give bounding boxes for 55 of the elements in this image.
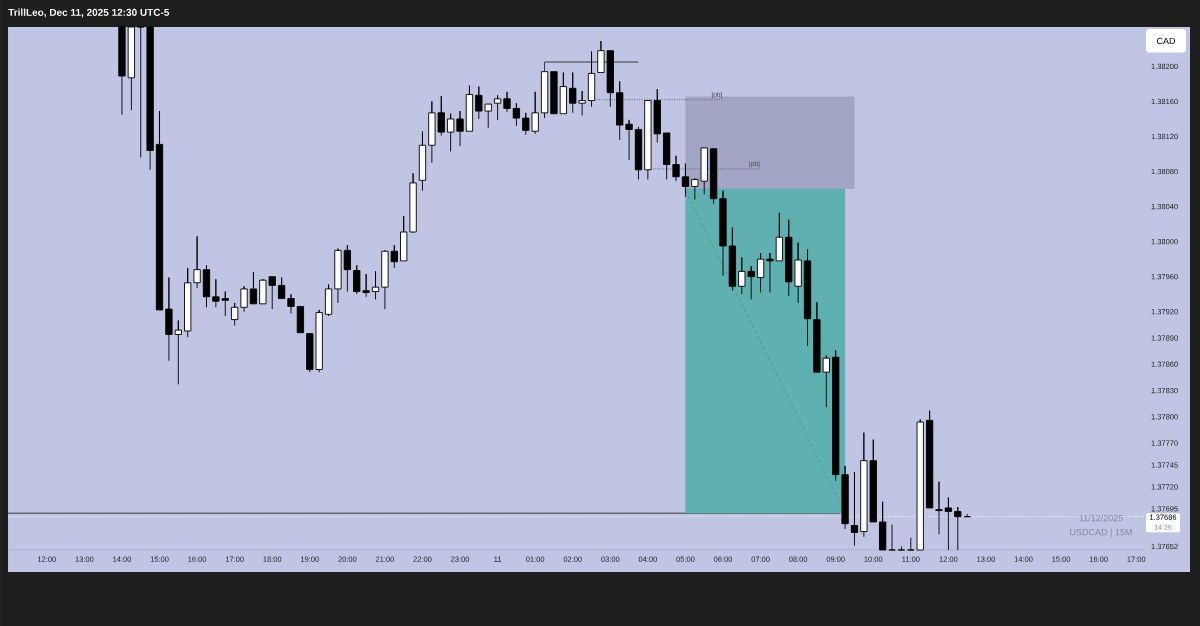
candlestick [512, 102, 521, 127]
candlestick [634, 126, 643, 180]
candlestick [935, 481, 943, 535]
candlestick [418, 130, 427, 192]
candlestick [324, 284, 333, 317]
candlestick [756, 252, 765, 293]
candlestick [465, 85, 474, 132]
candlestick [287, 293, 295, 314]
candlestick [240, 285, 248, 313]
candlestick [155, 110, 164, 311]
candlestick [728, 227, 737, 292]
candlestick [663, 132, 671, 180]
candlestick [540, 71, 549, 119]
candlestick [587, 51, 596, 108]
candlestick [447, 113, 455, 152]
candlestick [709, 148, 718, 205]
candlestick [202, 264, 211, 308]
candlestick [137, 26, 145, 158]
candlestick [127, 26, 135, 111]
annotation: USDCAD | 15M [1070, 528, 1132, 538]
candlestick [277, 277, 286, 300]
candlestick [296, 306, 305, 334]
candlestick [879, 501, 887, 551]
candlestick [334, 248, 342, 304]
candlestick [888, 524, 896, 551]
candlestick [409, 172, 417, 234]
candlestick [944, 496, 953, 551]
candlestick [897, 546, 906, 551]
candlestick [907, 537, 915, 551]
candlestick [719, 190, 727, 277]
candlestick [850, 471, 859, 547]
candlestick [193, 235, 201, 289]
candlestick [118, 26, 126, 116]
candlestick [146, 26, 154, 171]
candlestick [775, 212, 783, 262]
candlestick [766, 252, 774, 293]
candlestick [343, 244, 351, 292]
annotation: 11/12/2025 [1079, 514, 1123, 522]
candlestick [550, 71, 558, 115]
candlestick [672, 155, 680, 182]
candlestick [954, 506, 962, 551]
chart-title: TrillLeo, Dec 11, 2025 12:30 UTC-5 [8, 8, 170, 18]
candlestick [371, 270, 380, 300]
candlestick [231, 302, 239, 327]
candlestick [400, 215, 408, 262]
candlestick [559, 72, 567, 115]
candlestick [249, 271, 258, 305]
candlestick [456, 110, 464, 147]
candlestick [503, 91, 511, 113]
candlestick [184, 267, 192, 338]
candlestick [493, 94, 502, 121]
candlestick [803, 249, 812, 347]
candlestick [925, 410, 934, 509]
text: CAD [1156, 37, 1176, 45]
candlestick [681, 163, 690, 198]
